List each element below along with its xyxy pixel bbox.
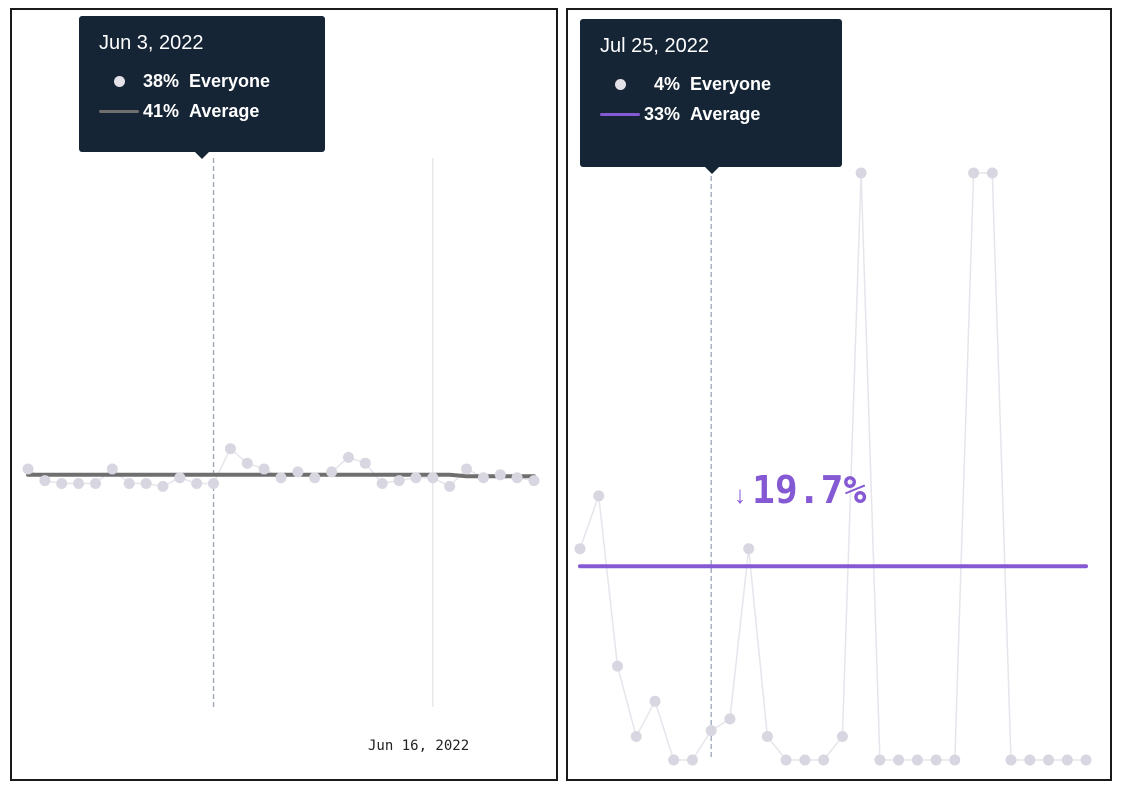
everyone-point-15[interactable] [275,472,287,484]
everyone-point-20[interactable] [359,457,371,469]
everyone-point-26[interactable] [461,463,472,475]
everyone-point-12[interactable] [224,443,236,455]
left-tooltip-everyone-value: 38% [142,71,179,91]
left-tooltip-row-everyone: 38% Everyone [99,66,305,96]
left-tooltip-average-value: 41% [142,101,179,121]
right-tooltip-date: Jul 25, 2022 [600,35,709,57]
right-tooltip: Jul 25, 2022 4% Everyone 33% Average [580,19,842,174]
left-chart-panel: Jun 3, 2022 38% Everyone 41% Average Jun… [10,8,558,781]
x-tick-label: Jun 16, 2022 [368,738,470,754]
everyone-point-2[interactable] [56,478,68,489]
everyone-point-23[interactable] [1005,754,1017,766]
left-chart-svg [22,158,540,707]
everyone-point-24[interactable] [427,472,439,484]
everyone-point-26[interactable] [1061,754,1073,766]
everyone-point-5[interactable] [106,463,118,475]
everyone-point-28[interactable] [494,469,506,481]
everyone-point-1[interactable] [593,490,605,502]
everyone-point-27[interactable] [477,472,489,484]
left-tooltip-average-label: Average [189,101,260,121]
everyone-point-18[interactable] [326,466,338,478]
everyone-point-8[interactable] [157,480,169,492]
right-tooltip-everyone-label: Everyone [690,74,772,94]
everyone-point-10[interactable] [761,731,773,742]
everyone-point-18[interactable] [911,754,923,766]
average-line-icon [600,99,640,129]
average-line-icon [99,96,139,126]
everyone-point-22[interactable] [986,167,998,179]
everyone-point-9[interactable] [174,472,186,484]
everyone-point-8[interactable] [724,713,736,725]
right-tooltip-everyone-value: 4% [653,74,680,94]
everyone-point-30[interactable] [528,475,540,487]
everyone-point-27[interactable] [1080,754,1092,766]
everyone-point-9[interactable] [743,543,755,555]
everyone-point-7[interactable] [705,725,717,737]
everyone-point-19[interactable] [930,754,942,766]
arrow-down-icon: ↓ [734,482,746,509]
everyone-point-10[interactable] [191,478,203,489]
delta-value: 19.7% [752,468,867,512]
right-tooltip-average-label: Average [690,104,761,124]
everyone-point-22[interactable] [393,475,405,487]
everyone-point-12[interactable] [799,754,811,766]
everyone-point-7[interactable] [140,478,152,489]
right-tooltip-row-everyone: 4% Everyone [600,69,822,99]
everyone-point-1[interactable] [39,475,51,487]
everyone-point-15[interactable] [855,167,867,179]
everyone-series-line [579,172,1086,761]
everyone-point-16[interactable] [874,754,886,766]
everyone-point-4[interactable] [90,478,101,489]
everyone-point-19[interactable] [343,451,354,463]
everyone-point-24[interactable] [1024,754,1036,766]
delta-annotation: ↓ 19.7% [734,468,866,512]
everyone-point-16[interactable] [292,466,304,478]
everyone-point-11[interactable] [780,754,792,766]
left-tooltip: Jun 3, 2022 38% Everyone 41% Average [79,16,325,159]
everyone-dot-icon [600,69,640,99]
everyone-point-3[interactable] [630,731,642,742]
everyone-point-0[interactable] [574,543,586,555]
everyone-point-14[interactable] [836,731,848,742]
everyone-point-5[interactable] [668,754,680,766]
right-chart-panel: Jul 25, 2022 4% Everyone 33% Average ↓ 1… [566,8,1112,781]
everyone-point-13[interactable] [818,754,830,766]
everyone-dot-icon [99,66,139,96]
right-tooltip-average-value: 33% [643,104,680,124]
right-tooltip-row-average: 33% Average [600,99,822,129]
everyone-point-3[interactable] [73,478,85,489]
everyone-point-23[interactable] [410,472,422,484]
everyone-point-20[interactable] [949,754,961,766]
everyone-point-6[interactable] [123,478,135,489]
everyone-point-13[interactable] [241,457,253,469]
right-chart-svg [574,167,1092,766]
everyone-point-4[interactable] [649,695,661,707]
everyone-point-21[interactable] [968,167,980,179]
left-tooltip-everyone-label: Everyone [189,71,271,91]
everyone-point-25[interactable] [1043,754,1054,766]
everyone-point-11[interactable] [208,478,219,489]
everyone-point-25[interactable] [444,480,456,492]
everyone-point-2[interactable] [612,660,623,672]
left-tooltip-row-average: 41% Average [99,96,305,126]
left-tooltip-date: Jun 3, 2022 [99,32,204,54]
everyone-point-0[interactable] [22,463,34,475]
everyone-point-14[interactable] [258,463,270,475]
everyone-point-29[interactable] [511,472,523,484]
everyone-point-21[interactable] [376,478,388,489]
everyone-point-17[interactable] [309,472,321,484]
everyone-point-17[interactable] [893,754,905,766]
everyone-point-6[interactable] [686,754,698,766]
